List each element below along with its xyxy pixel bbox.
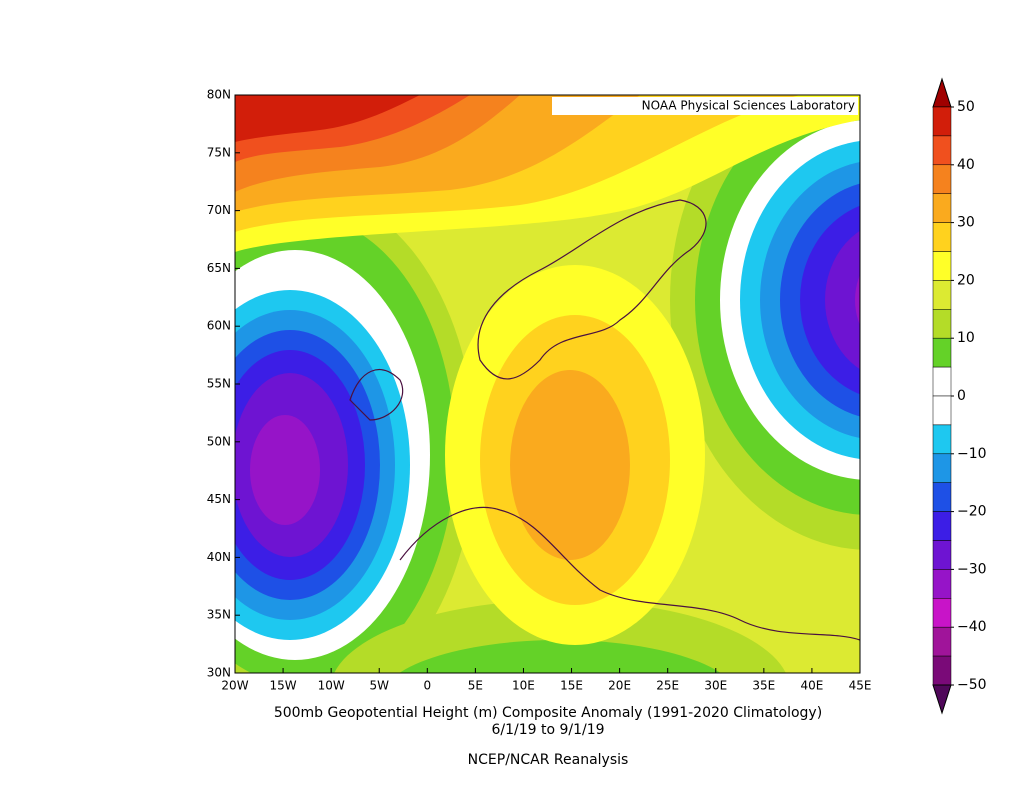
colorbar-label: 20 (957, 272, 975, 288)
x-tick-label: 0 (423, 679, 431, 693)
x-tick-label: 15E (560, 679, 583, 693)
colorbar-segment (932, 424, 952, 455)
colorbar-segment (932, 655, 952, 686)
subtitle: 6/1/19 to 9/1/19 (491, 722, 604, 738)
colorbar-label: 0 (957, 388, 966, 404)
colorbar-segment (932, 626, 952, 657)
anomaly-field (235, 95, 860, 673)
x-tick-label: 35E (752, 679, 775, 693)
field-band (399, 640, 721, 673)
colorbar-segment (932, 164, 952, 194)
colorbar-segment (932, 569, 952, 599)
coastline (349, 369, 404, 421)
x-tick-label: 10W (318, 679, 345, 693)
colorbar-label: 30 (957, 215, 975, 231)
field-band (235, 95, 420, 142)
colorbar-label: 10 (957, 330, 975, 346)
coastline (399, 506, 860, 641)
field-band (510, 370, 630, 560)
y-tick-label: 70N (207, 203, 231, 217)
x-tick-label: 45E (849, 679, 872, 693)
colorbar-label: −10 (957, 446, 987, 462)
colorbar: 50 40 30 20 10 0 −10 −20 −30 −40 −50 (932, 77, 987, 715)
field-band (855, 274, 860, 326)
colorbar-segment (932, 337, 952, 368)
colorbar-segment (932, 540, 952, 570)
credit: NOAA Physical Sciences Laboratory (642, 99, 855, 113)
x-tick-label: 10E (512, 679, 535, 693)
colorbar-arrow (932, 77, 952, 108)
y-tick-label: 60N (207, 319, 231, 333)
colorbar-segment (932, 309, 952, 339)
colorbar-label: −20 (957, 504, 987, 520)
colorbar-segment (932, 482, 952, 512)
y-tick-label: 75N (207, 145, 231, 159)
x-tick-label: 5E (468, 679, 483, 693)
colorbar-segment (932, 511, 952, 541)
y-tick-label: 55N (207, 377, 231, 391)
colorbar-label: 40 (957, 157, 975, 173)
colorbar-label: −30 (957, 561, 987, 577)
axes: 20W 15W 10W 5W 0 5E 10E 15E 20E 25E 30E 35E 40E 45E 30… (207, 88, 872, 693)
field-band (250, 415, 320, 525)
x-tick-label: 15W (270, 679, 297, 693)
title: 500mb Geopotential Height (m) Composite … (274, 705, 822, 721)
y-tick-label: 35N (207, 608, 231, 622)
colorbar-arrow (932, 684, 952, 715)
field-band (825, 230, 860, 370)
x-tick-label: 5W (369, 679, 389, 693)
x-tick-label: 25E (656, 679, 679, 693)
colorbar-segment (932, 453, 952, 483)
colorbar-segment (932, 222, 952, 252)
x-tick-label: 30E (704, 679, 727, 693)
colorbar-segment (932, 395, 952, 426)
x-tick-label: 20W (221, 679, 248, 693)
coastline (477, 199, 707, 380)
y-tick-label: 45N (207, 492, 231, 506)
colorbar-segment (932, 251, 952, 281)
colorbar-segment (932, 280, 952, 310)
y-tick-label: 80N (207, 88, 231, 102)
colorbar-segment (932, 598, 952, 628)
colorbar-label: −50 (957, 677, 987, 693)
y-tick-label: 40N (207, 550, 231, 564)
colorbar-segment (932, 366, 952, 397)
y-tick-label: 30N (207, 666, 231, 680)
colorbar-label: 50 (957, 99, 975, 115)
colorbar-segment (932, 106, 952, 137)
colorbar-label: −40 (957, 619, 987, 635)
credit-box (552, 97, 858, 115)
colorbar-segment (932, 193, 952, 223)
source: NCEP/NCAR Reanalysis (468, 752, 629, 768)
x-tick-label: 40E (800, 679, 823, 693)
colorbar-segment (932, 135, 952, 166)
x-tick-label: 20E (608, 679, 631, 693)
y-tick-label: 65N (207, 261, 231, 275)
y-tick-label: 50N (207, 434, 231, 448)
